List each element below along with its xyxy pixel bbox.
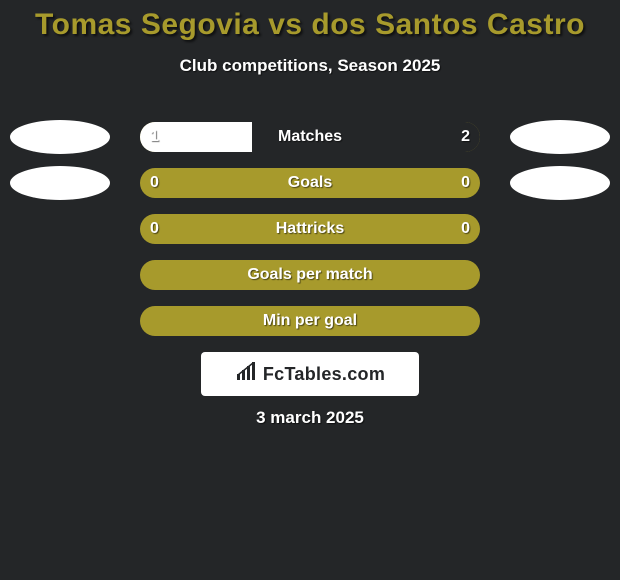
page-title: Tomas Segovia vs dos Santos Castro (0, 0, 620, 42)
stat-value-right: 2 (461, 122, 470, 152)
page-subtitle: Club competitions, Season 2025 (0, 56, 620, 76)
stat-row: 12Matches (0, 122, 620, 152)
player-avatar-right (510, 166, 610, 200)
stat-row: 0 0Hattricks (0, 214, 620, 244)
stat-value-left: 1 (150, 122, 159, 152)
stat-row: 0 0Goals (0, 168, 620, 198)
player-avatar-right (510, 120, 610, 154)
bar-fill-right (252, 122, 480, 152)
comparison-infographic: Tomas Segovia vs dos Santos Castro Club … (0, 0, 620, 580)
stat-bar: 0 0Goals (140, 168, 480, 198)
stat-bar: 12Matches (140, 122, 480, 152)
stat-label: Goals per match (140, 260, 480, 290)
player-avatar-left (10, 166, 110, 200)
stat-bar: Goals per match (140, 260, 480, 290)
stat-value-left: 0 (150, 168, 159, 198)
stat-value-right: 0 (461, 214, 470, 244)
stat-row: Min per goal (0, 306, 620, 336)
stat-label: Hattricks (140, 214, 480, 244)
stat-value-left: 0 (150, 214, 159, 244)
stat-bar: Min per goal (140, 306, 480, 336)
branding-text: FcTables.com (263, 364, 385, 385)
player-avatar-left (10, 120, 110, 154)
stat-bar: 0 0Hattricks (140, 214, 480, 244)
stat-label: Min per goal (140, 306, 480, 336)
chart-icon (235, 362, 259, 387)
stat-row: Goals per match (0, 260, 620, 290)
stat-rows: 12Matches00Goals00HattricksGoals per mat… (0, 122, 620, 352)
branding-box: FcTables.com (201, 352, 419, 396)
stat-value-right: 0 (461, 168, 470, 198)
stat-label: Goals (140, 168, 480, 198)
footer-date: 3 march 2025 (0, 408, 620, 428)
